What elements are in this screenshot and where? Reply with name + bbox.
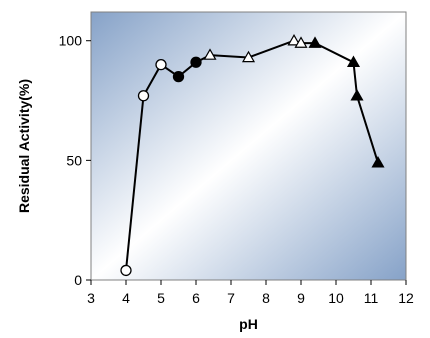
data-point-triangle-filled xyxy=(346,55,361,67)
y-axis-label: Residual Activity(%) xyxy=(16,79,32,213)
data-point-circle-filled xyxy=(190,56,202,68)
y-tick-label: 0 xyxy=(74,272,82,288)
data-point-triangle-filled xyxy=(350,89,364,101)
x-tick-label: 6 xyxy=(192,290,200,306)
x-tick-label: 9 xyxy=(297,290,305,306)
x-tick-label: 10 xyxy=(328,290,344,306)
data-point-circle-open xyxy=(120,264,132,277)
y-tick-label: 50 xyxy=(66,152,82,168)
data-point-triangle-filled xyxy=(371,156,385,168)
x-tick-label: 8 xyxy=(262,290,270,306)
y-tick-label: 100 xyxy=(59,33,83,49)
x-axis-label: pH xyxy=(239,316,258,332)
x-tick-label: 7 xyxy=(227,290,235,306)
x-tick-label: 5 xyxy=(157,290,165,306)
data-point-triangle-filled xyxy=(308,36,322,48)
data-point-triangle-open xyxy=(203,48,217,60)
x-tick-label: 3 xyxy=(87,290,95,306)
marker-layer xyxy=(120,34,385,277)
data-point-triangle-open xyxy=(241,50,256,63)
data-point-triangle-open xyxy=(287,34,301,46)
x-tick-label: 12 xyxy=(398,290,414,306)
data-point-circle-open xyxy=(137,90,150,102)
data-point-circle-filled xyxy=(172,70,185,83)
axes: 3 4 5 6 7 8 9 10 11 12 0 50 100 xyxy=(59,33,414,306)
data-point-triangle-open xyxy=(294,36,308,48)
x-tick-label: 4 xyxy=(122,290,130,306)
data-point-circle-open xyxy=(155,58,167,71)
x-tick-label: 11 xyxy=(364,290,379,306)
